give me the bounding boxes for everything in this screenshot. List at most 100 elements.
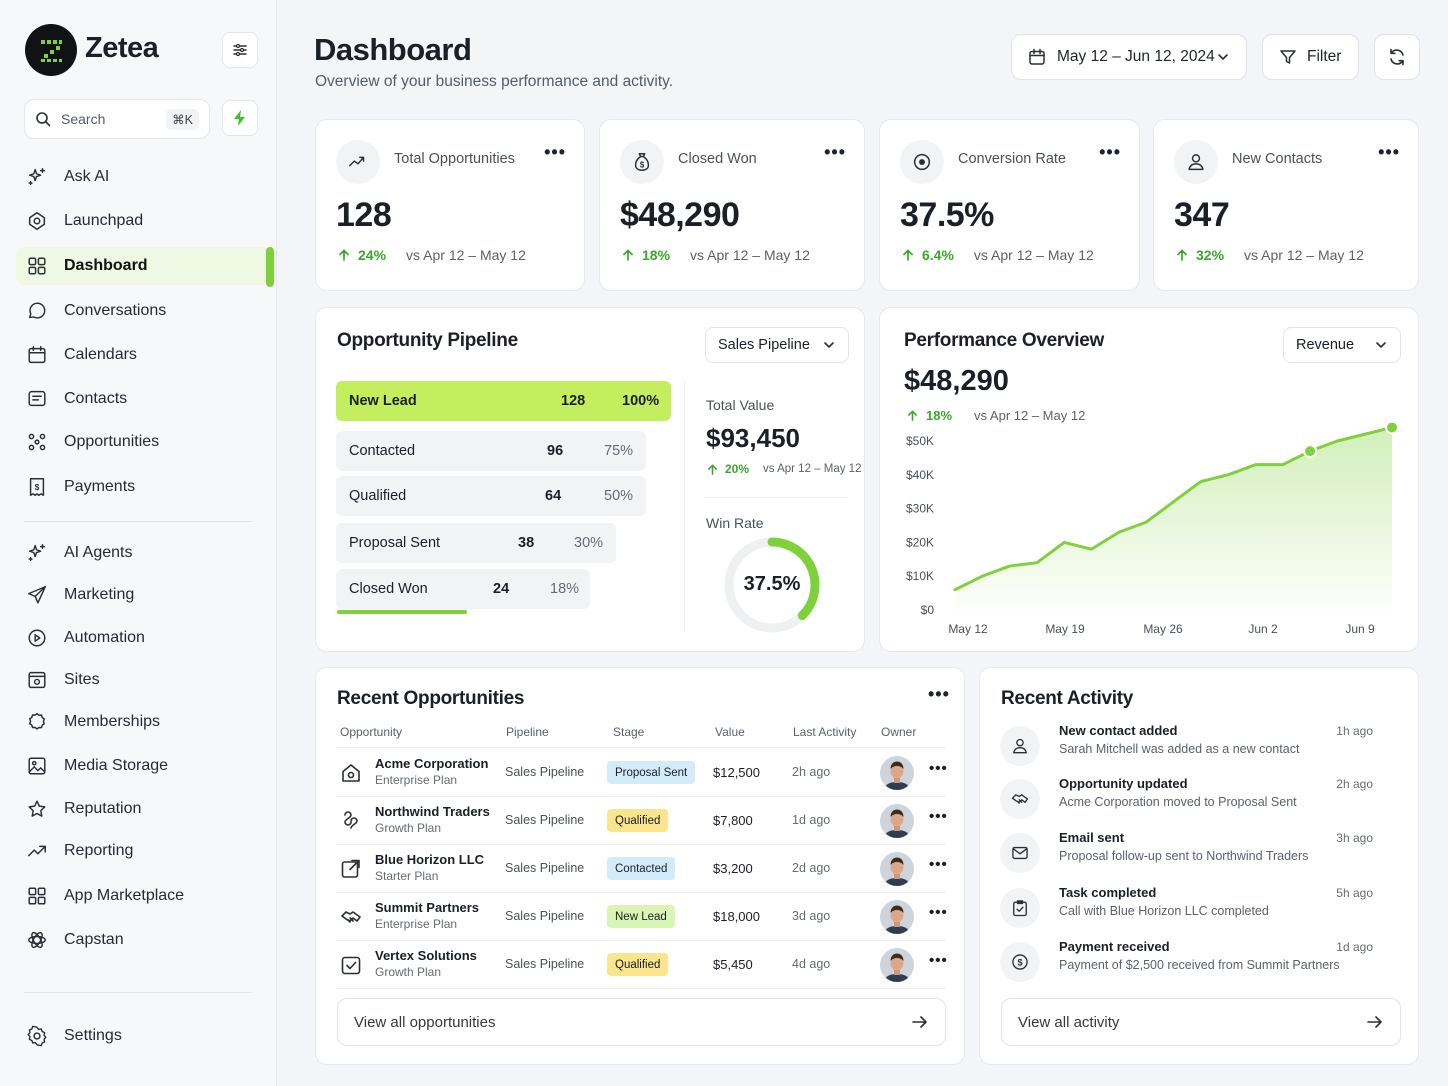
metric-selector[interactable]: Revenue: [1283, 327, 1401, 363]
funnel-stage-closed-won[interactable]: Closed Won 24 18%: [336, 569, 590, 609]
y-tick-label: $30K: [906, 502, 934, 516]
column-header-value[interactable]: Value: [715, 725, 745, 739]
sidebar-item-memberships[interactable]: Memberships: [16, 703, 272, 741]
sidebar-item-media-storage[interactable]: Media Storage: [16, 747, 272, 785]
kpi-value: 37.5%: [900, 196, 994, 234]
active-indicator: [266, 247, 274, 287]
search-input[interactable]: Search ⌘K: [24, 99, 210, 139]
sidebar-item-conversations[interactable]: Conversations: [16, 292, 272, 330]
sidebar-item-label: Ask AI: [64, 168, 110, 185]
sidebar-item-ask-ai[interactable]: Ask AI: [16, 158, 272, 196]
funnel-stage-contacted[interactable]: Contacted 96 75%: [336, 431, 646, 471]
quick-action-button[interactable]: [222, 100, 258, 136]
owner-avatar[interactable]: [880, 804, 914, 838]
row-more-options-icon[interactable]: •••: [929, 952, 948, 969]
sidebar-item-label: Settings: [64, 1027, 122, 1044]
sidebar-item-calendars[interactable]: Calendars: [16, 336, 272, 374]
sidebar-item-automation[interactable]: Automation: [16, 619, 272, 657]
table-row[interactable]: Summit Partners Enterprise Plan Sales Pipe…: [336, 893, 948, 941]
total-value-label: Total Value: [706, 397, 775, 413]
column-header-last-activity[interactable]: Last Activity: [793, 725, 857, 739]
star-icon: [28, 800, 46, 817]
sidebar-item-sites[interactable]: Sites: [16, 661, 272, 699]
table-row[interactable]: Northwind Traders Growth Plan Sales Pipeli…: [336, 797, 948, 845]
more-options-icon[interactable]: •••: [544, 142, 566, 162]
sidebar-item-capstan[interactable]: Capstan: [16, 921, 272, 959]
activity-item[interactable]: $ Payment received Payment of $2,500 recei…: [1000, 939, 1398, 991]
opportunity-name[interactable]: Vertex Solutions: [375, 948, 477, 963]
date-range-picker[interactable]: May 12 – Jun 12, 2024: [1011, 34, 1247, 80]
activity-item[interactable]: Opportunity updated Acme Corporation move…: [1000, 776, 1398, 828]
owner-avatar[interactable]: [880, 948, 914, 982]
sidebar-item-opportunities[interactable]: Opportunities: [16, 423, 272, 461]
view-all-activity-button[interactable]: View all activity: [1001, 998, 1401, 1046]
opportunity-name[interactable]: Blue Horizon LLC: [375, 852, 485, 867]
sidebar-item-label: Reporting: [64, 842, 134, 859]
column-header-pipeline[interactable]: Pipeline: [506, 725, 549, 739]
avatar-icon: [880, 900, 914, 934]
row-more-options-icon[interactable]: •••: [929, 856, 948, 873]
funnel-stage-proposal-sent[interactable]: Proposal Sent 38 30%: [336, 523, 616, 563]
sidebar-item-payments[interactable]: $ Payments: [16, 468, 272, 506]
sidebar-toggle-button[interactable]: [222, 32, 258, 68]
row-more-options-icon[interactable]: •••: [929, 904, 948, 921]
view-all-opportunities-button[interactable]: View all opportunities: [337, 998, 946, 1046]
row-more-options-icon[interactable]: •••: [929, 760, 948, 777]
stage-count: 96: [547, 443, 564, 459]
sidebar-item-contacts[interactable]: Contacts: [16, 380, 272, 418]
chevron-down-icon: [1218, 54, 1228, 61]
opportunity-name[interactable]: Northwind Traders: [375, 804, 490, 819]
sparkles-icon: [28, 544, 46, 562]
column-header-owner[interactable]: Owner: [881, 725, 917, 739]
invoice-icon: $: [29, 478, 45, 496]
column-header-opportunity[interactable]: Opportunity: [340, 725, 403, 739]
owner-avatar[interactable]: [880, 852, 914, 886]
more-options-icon[interactable]: •••: [824, 142, 846, 162]
sidebar-item-ai-agents[interactable]: AI Agents: [16, 534, 272, 572]
sidebar-item-dashboard[interactable]: Dashboard: [16, 247, 272, 285]
recent-activity-title: Recent Activity: [1001, 688, 1134, 709]
activity-item[interactable]: Email sent Proposal follow-up sent to Nor…: [1000, 830, 1398, 882]
opportunity-name[interactable]: Summit Partners: [375, 900, 480, 915]
more-options-icon[interactable]: •••: [928, 684, 950, 704]
row-more-options-icon[interactable]: •••: [929, 808, 948, 825]
activity-item[interactable]: New contact added Sarah Mitchell was adde…: [1000, 723, 1398, 775]
owner-avatar[interactable]: [880, 756, 914, 790]
kpi-card-new-contacts: New Contacts ••• 347 32% vs Apr 12 – May 12: [1153, 119, 1419, 291]
activity-title: Payment received: [1059, 939, 1170, 954]
x-tick-label: May 26: [1143, 622, 1183, 636]
recent-activity-card: Recent Activity New contact added Sarah M…: [979, 667, 1419, 1065]
sidebar-item-launchpad[interactable]: Launchpad: [16, 202, 272, 240]
x-tick-label: May 19: [1045, 622, 1085, 636]
stage-name: Qualified: [349, 488, 407, 504]
sidebar-item-reporting[interactable]: Reporting: [16, 832, 272, 870]
sparkles-icon: [28, 168, 46, 186]
arrow-up-icon: [908, 410, 917, 421]
activity-title: Task completed: [1059, 885, 1157, 900]
search-icon: [36, 112, 51, 127]
table-row[interactable]: Vertex Solutions Growth Plan Sales Pipelin…: [336, 941, 948, 989]
activity-icon-wrap: $: [1000, 942, 1040, 982]
more-options-icon[interactable]: •••: [1099, 142, 1121, 162]
avatar-icon: [880, 804, 914, 838]
more-options-icon[interactable]: •••: [1378, 142, 1400, 162]
opportunity-name[interactable]: Acme Corporation: [375, 756, 489, 771]
pipeline-selector[interactable]: Sales Pipeline: [705, 327, 849, 363]
sidebar-item-app-marketplace[interactable]: App Marketplace: [16, 877, 272, 915]
filter-button[interactable]: Filter: [1262, 34, 1359, 80]
sidebar-item-settings[interactable]: Settings: [16, 1017, 272, 1055]
table-row[interactable]: Blue Horizon LLC Starter Plan Sales Pipeli…: [336, 845, 948, 893]
refresh-button[interactable]: [1374, 34, 1420, 80]
sidebar-item-marketing[interactable]: Marketing: [16, 576, 272, 614]
funnel-stage-qualified[interactable]: Qualified 64 50%: [336, 476, 646, 516]
column-header-stage[interactable]: Stage: [613, 725, 645, 739]
table-row[interactable]: Acme Corporation Enterprise Plan Sales Pip…: [336, 749, 948, 797]
sidebar-item-reputation[interactable]: Reputation: [16, 790, 272, 828]
brand-name: Zetea: [85, 32, 159, 64]
activity-item[interactable]: Task completed Call with Blue Horizon LLC…: [1000, 885, 1398, 937]
activity-icon-wrap: [1000, 726, 1040, 766]
kpi-card-closed-won: $ Closed Won ••• $48,290 18% vs Apr 12 – May …: [599, 119, 865, 291]
funnel-stage-new-lead[interactable]: New Lead 128 100%: [336, 381, 671, 421]
owner-avatar[interactable]: [880, 900, 914, 934]
atom-icon: [28, 931, 46, 949]
